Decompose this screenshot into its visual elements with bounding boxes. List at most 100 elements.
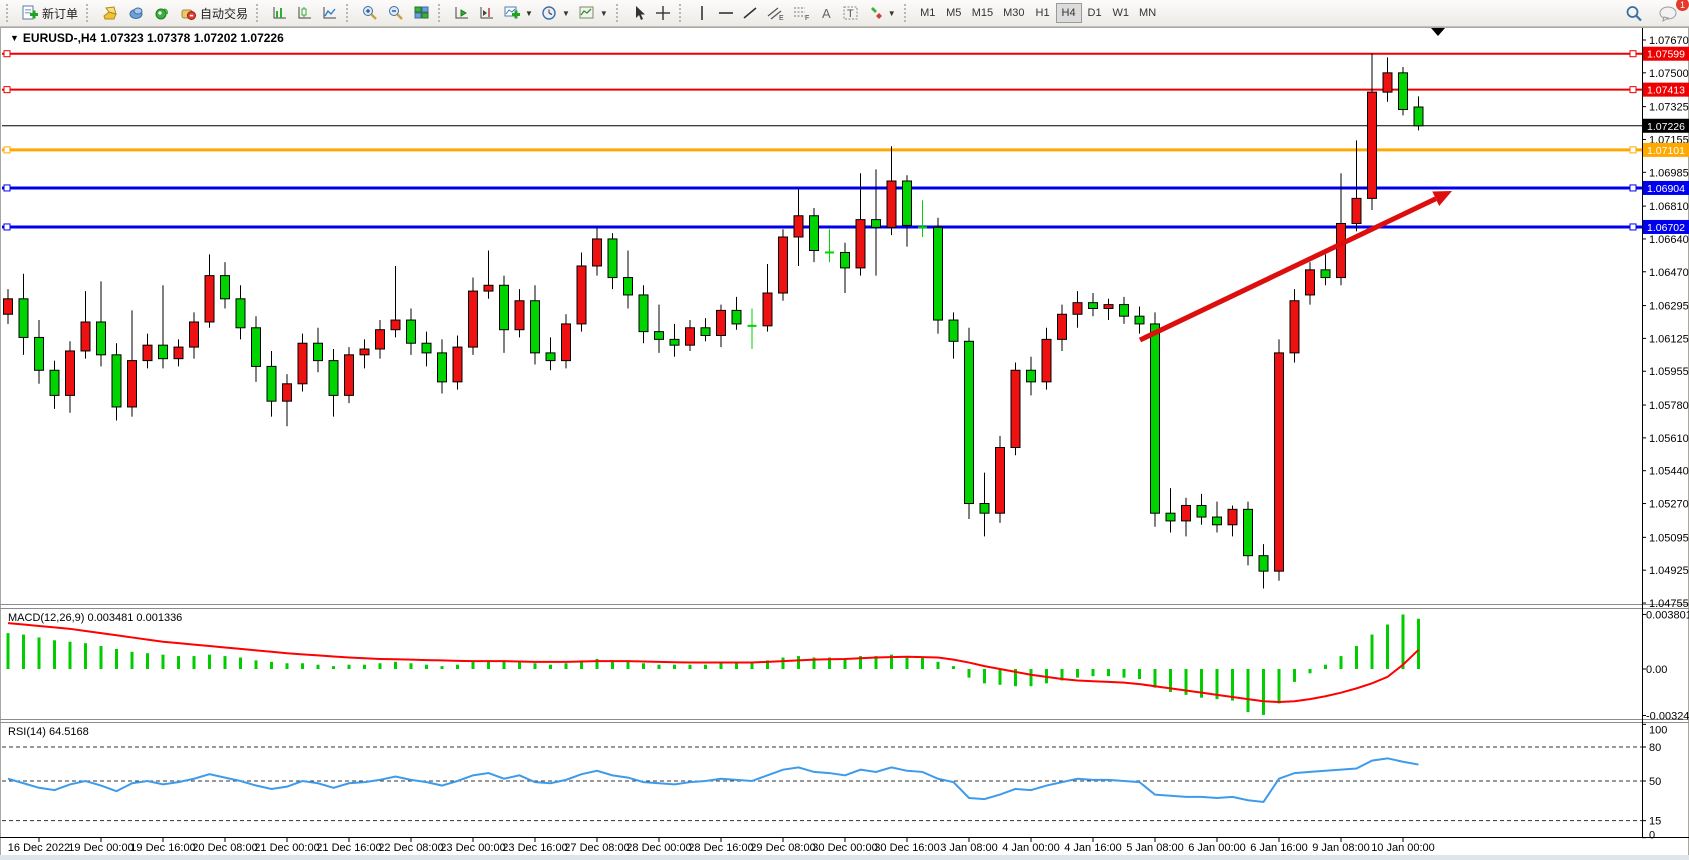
clock-icon (542, 6, 556, 20)
new-order-button[interactable]: 新订单 (17, 2, 82, 24)
hline-objects[interactable] (2, 50, 1642, 231)
svg-text:30 Dec 16:00: 30 Dec 16:00 (874, 842, 939, 854)
line-chart-button[interactable] (317, 2, 342, 24)
auto-trading-button[interactable]: 自动交易 (175, 2, 252, 24)
new-order-icon (22, 5, 38, 20)
trend-arrow[interactable] (1138, 191, 1452, 343)
rsi-line (7, 757, 1419, 804)
text-button[interactable]: A (814, 2, 838, 24)
price-axis: 1.076701.075001.073251.071551.069851.068… (1642, 35, 1689, 610)
tile-windows-icon (414, 6, 429, 19)
chart-title[interactable]: ▼ EURUSD-,H4 1.07323 1.07378 1.07202 1.0… (10, 31, 284, 45)
cursor-button[interactable] (627, 2, 651, 24)
search-button[interactable] (1621, 2, 1647, 24)
navigator-button[interactable] (149, 2, 175, 24)
svg-text:20 Dec 08:00: 20 Dec 08:00 (192, 842, 257, 854)
zoom-in-icon (363, 6, 377, 20)
dropdown-caret-icon: ▼ (561, 8, 570, 18)
svg-text:1.05610: 1.05610 (1649, 433, 1689, 445)
svg-text:1.05780: 1.05780 (1649, 400, 1689, 412)
equidistant-channel-icon: E (767, 7, 784, 21)
svg-text:28 Dec 00:00: 28 Dec 00:00 (626, 842, 691, 854)
svg-text:3 Jan 08:00: 3 Jan 08:00 (940, 842, 998, 854)
zoom-out-button[interactable] (383, 2, 409, 24)
toolbar-grip (6, 4, 13, 22)
dropdown-caret-icon: ▼ (887, 8, 896, 18)
bar-chart-button[interactable] (267, 2, 292, 24)
new-chart-button[interactable]: ▼ (499, 2, 537, 24)
notifications-button[interactable]: 1 (1655, 0, 1689, 24)
horizontal-line-button[interactable] (714, 2, 738, 24)
timeframe-d1[interactable]: D1 (1082, 3, 1108, 23)
market-watch-button[interactable] (97, 2, 123, 24)
svg-text:1.05095: 1.05095 (1649, 532, 1689, 544)
dropdown-caret-icon: ▼ (525, 8, 533, 18)
equidistant-channel-button[interactable]: E (762, 2, 788, 24)
svg-text:100: 100 (1649, 724, 1667, 736)
trendline-button[interactable] (738, 2, 762, 24)
svg-text:21 Dec 00:00: 21 Dec 00:00 (254, 842, 319, 854)
auto-scroll-button[interactable] (449, 2, 474, 24)
timeframe-w1[interactable]: W1 (1108, 3, 1135, 23)
timeframe-buttons: M1 M5 M15 M30 H1 H4 D1 W1 MN (915, 3, 1161, 23)
svg-text:1.07101: 1.07101 (1647, 145, 1685, 157)
svg-text:A: A (822, 6, 831, 21)
crosshair-button[interactable] (651, 2, 675, 24)
fibonacci-button[interactable]: F (788, 2, 814, 24)
timeframe-m15[interactable]: M15 (967, 3, 998, 23)
svg-text:23 Dec 00:00: 23 Dec 00:00 (440, 842, 505, 854)
data-window-icon (129, 7, 143, 19)
notification-badge: 1 (1676, 0, 1689, 11)
navigator-icon (155, 8, 169, 20)
toolbar-grip (346, 4, 353, 22)
svg-text:1.07325: 1.07325 (1649, 102, 1689, 114)
market-watch-icon (103, 6, 117, 20)
svg-text:1.04755: 1.04755 (1649, 598, 1689, 610)
svg-text:1.04925: 1.04925 (1649, 565, 1689, 577)
chart-canvas[interactable]: 1.076701.075001.073251.071551.069851.068… (0, 27, 1689, 860)
svg-text:1.06810: 1.06810 (1649, 201, 1689, 213)
timeframe-m30[interactable]: M30 (998, 3, 1029, 23)
horizontal-line-icon (718, 12, 733, 14)
timeframe-h1[interactable]: H1 (1030, 3, 1056, 23)
tile-windows-button[interactable] (409, 2, 434, 24)
toolbar-grip (615, 4, 623, 22)
vertical-line-icon (700, 6, 703, 20)
chart-shift-button[interactable] (474, 2, 499, 24)
timeframe-m5[interactable]: M5 (941, 3, 967, 23)
text-label-button[interactable]: T (838, 2, 864, 24)
svg-text:T: T (847, 8, 854, 20)
chart-ohlc: 1.07323 1.07378 1.07202 1.07226 (100, 31, 284, 45)
templates-button[interactable]: ▼ (574, 2, 612, 24)
svg-text:5 Jan 08:00: 5 Jan 08:00 (1126, 842, 1184, 854)
periods-button[interactable]: ▼ (537, 2, 574, 24)
rsi-panel: 100 80 50 15 0 (2, 723, 1667, 842)
svg-text:28 Dec 16:00: 28 Dec 16:00 (688, 842, 753, 854)
vertical-line-button[interactable] (690, 2, 714, 24)
svg-text:9 Jan 08:00: 9 Jan 08:00 (1312, 842, 1370, 854)
svg-text:29 Dec 08:00: 29 Dec 08:00 (750, 842, 815, 854)
timeframe-h4[interactable]: H4 (1055, 3, 1082, 23)
svg-text:1.06985: 1.06985 (1649, 167, 1689, 179)
svg-text:4 Jan 00:00: 4 Jan 00:00 (1002, 842, 1060, 854)
candle-chart-button[interactable] (292, 2, 317, 24)
macd-indicator-label: MACD(12,26,9) 0.003481 0.001336 (8, 612, 183, 624)
search-icon (1626, 5, 1642, 21)
svg-text:1.06904: 1.06904 (1647, 183, 1685, 195)
auto-trading-icon (181, 9, 197, 20)
svg-text:19 Dec 16:00: 19 Dec 16:00 (130, 842, 195, 854)
timeframe-mn[interactable]: MN (1134, 3, 1161, 23)
svg-text:1.07226: 1.07226 (1647, 121, 1685, 133)
zoom-in-button[interactable] (357, 2, 383, 24)
timeframe-m1[interactable]: M1 (915, 3, 941, 23)
arrows-button[interactable]: ▼ (864, 2, 900, 24)
svg-text:F: F (805, 15, 809, 21)
cursor-icon (635, 6, 645, 20)
data-window-button[interactable] (123, 2, 149, 24)
svg-text:80: 80 (1649, 742, 1661, 754)
arrows-icon (870, 7, 882, 19)
trendline-icon (743, 7, 757, 19)
chart-shift-icon (480, 7, 494, 19)
chat-bubble-icon (1659, 6, 1677, 22)
